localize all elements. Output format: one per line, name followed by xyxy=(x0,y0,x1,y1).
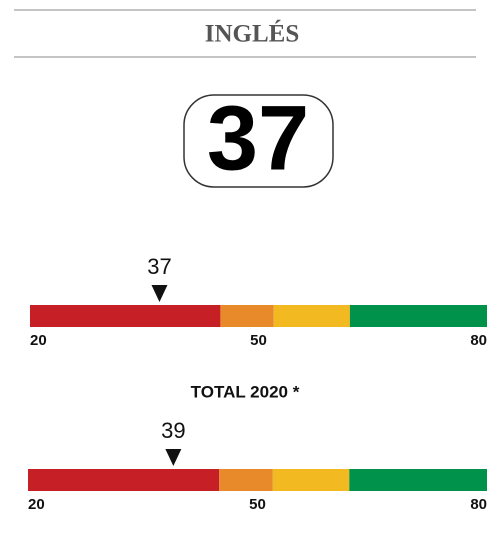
gauge-band xyxy=(273,305,350,327)
marker-label: 37 xyxy=(147,254,171,279)
gauge-band xyxy=(28,469,220,491)
gauge-band xyxy=(349,469,487,491)
score: 37 xyxy=(207,87,309,189)
gauge-band xyxy=(220,305,274,327)
tick-label: 50 xyxy=(250,332,267,349)
marker-label: 39 xyxy=(161,418,185,443)
tick-label: 80 xyxy=(470,332,487,349)
tick-label: 50 xyxy=(249,496,266,513)
tick-label: 20 xyxy=(30,332,47,349)
gauge-label: TOTAL 2020 * xyxy=(191,382,300,401)
gauge-band xyxy=(349,305,487,327)
marker xyxy=(165,449,182,466)
gauge-band xyxy=(272,469,350,491)
subject-title: INGLÉS xyxy=(205,20,299,48)
score-box xyxy=(183,94,334,188)
gauge-band xyxy=(219,469,273,491)
tick-label: 20 xyxy=(28,496,45,513)
tick-label: 80 xyxy=(470,496,487,513)
marker xyxy=(151,285,168,302)
gauge-band xyxy=(30,305,221,327)
